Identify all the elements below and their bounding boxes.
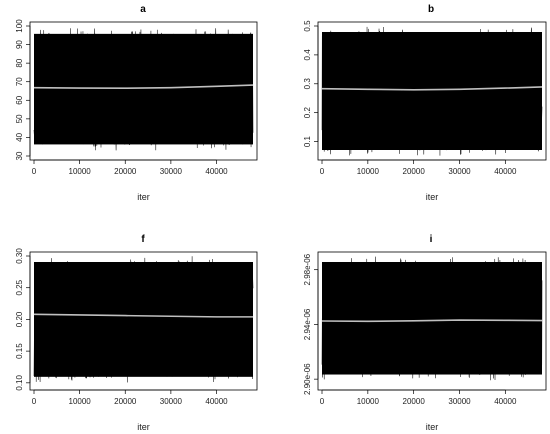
trend-line xyxy=(321,86,543,91)
x-tick-label: 0 xyxy=(320,167,325,176)
x-tick-label: 30000 xyxy=(160,167,183,176)
x-tick-label: 30000 xyxy=(448,397,471,406)
y-tick-label: 0.20 xyxy=(15,311,24,327)
x-tick-label: 20000 xyxy=(403,167,426,176)
mcmc-trace-line xyxy=(321,256,543,381)
y-tick-label: 40 xyxy=(15,132,24,141)
x-tick-label: 0 xyxy=(320,397,325,406)
trend-line xyxy=(321,319,543,323)
trend-line xyxy=(33,313,253,318)
x-axis-label: iter xyxy=(426,422,439,432)
mcmc-trace-line xyxy=(33,256,254,383)
y-tick-label: 2.98e-06 xyxy=(303,253,312,285)
panel-title: b xyxy=(428,4,434,15)
y-tick-label: 2.90e-06 xyxy=(303,363,312,395)
x-tick-label: 40000 xyxy=(205,167,228,176)
y-tick-label: 70 xyxy=(15,77,24,86)
y-tick-label: 0.5 xyxy=(303,20,312,32)
mcmc-trace-line xyxy=(321,26,543,156)
trace-panel-b: b 0 10000 20000 30000 40000 0.1 0.2 0.3 0.4 0.5 ite… xyxy=(303,4,547,202)
panel-title: f xyxy=(141,234,145,245)
panel-title: i xyxy=(430,234,433,245)
x-tick-label: 0 xyxy=(32,167,37,176)
y-tick-label: 2.94e-06 xyxy=(303,308,312,340)
y-tick-label: 0.30 xyxy=(15,248,24,264)
x-tick-label: 10000 xyxy=(357,397,380,406)
trend-line xyxy=(33,84,254,90)
x-tick-label: 10000 xyxy=(69,167,92,176)
x-tick-label: 30000 xyxy=(448,167,471,176)
y-tick-label: 100 xyxy=(15,19,24,33)
y-tick-label: 60 xyxy=(15,95,24,104)
x-tick-label: 40000 xyxy=(494,167,517,176)
y-tick-label: 90 xyxy=(15,40,24,49)
y-tick-label: 30 xyxy=(15,151,24,160)
panel-title: a xyxy=(140,4,146,15)
x-tick-label: 40000 xyxy=(494,397,517,406)
y-tick-label: 0.10 xyxy=(15,374,24,390)
y-tick-label: 0.2 xyxy=(303,107,312,119)
x-tick-label: 0 xyxy=(32,397,37,406)
mcmc-trace-line xyxy=(33,28,254,151)
trace-panel-i: i 0 10000 20000 30000 40000 2.90e-06 2.94e-06 2.… xyxy=(303,234,547,432)
trace-panel-f: f 0 10000 20000 30000 40000 0.10 0.15 0.20 0.25 0.… xyxy=(15,234,258,432)
y-tick-label: 80 xyxy=(15,58,24,67)
y-tick-label: 0.3 xyxy=(303,78,312,90)
x-tick-label: 10000 xyxy=(69,397,92,406)
x-axis-label: iter xyxy=(137,422,150,432)
x-tick-label: 10000 xyxy=(357,167,380,176)
y-tick-label: 0.1 xyxy=(303,135,312,147)
x-axis-label: iter xyxy=(426,192,439,202)
y-tick-label: 0.15 xyxy=(15,343,24,359)
x-tick-label: 20000 xyxy=(114,397,137,406)
x-tick-label: 20000 xyxy=(114,167,137,176)
x-tick-label: 20000 xyxy=(403,397,426,406)
x-tick-label: 40000 xyxy=(205,397,228,406)
y-tick-label: 0.4 xyxy=(303,49,312,61)
x-tick-label: 30000 xyxy=(160,397,183,406)
x-axis-label: iter xyxy=(137,192,150,202)
trace-panel-a: a 0 10000 20000 30000 40000 30 40 50 60 70 80 90 100 i… xyxy=(15,4,258,202)
y-tick-label: 50 xyxy=(15,114,24,123)
y-tick-label: 0.25 xyxy=(15,279,24,295)
